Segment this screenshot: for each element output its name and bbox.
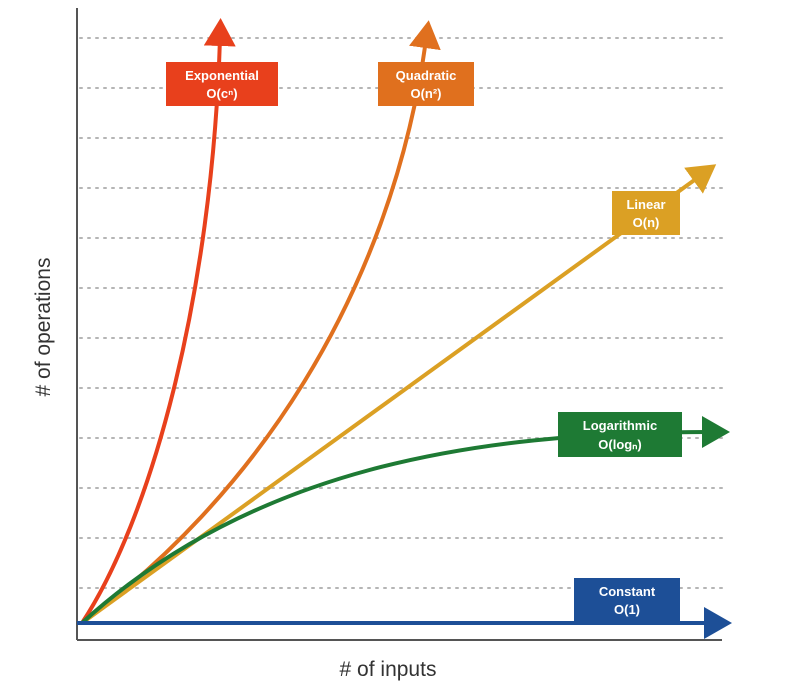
- label-logarithmic-notation: O(logₙ): [598, 437, 641, 452]
- label-quadratic: Quadratic O(n²): [378, 62, 474, 106]
- label-constant-notation: O(1): [614, 602, 640, 617]
- label-exponential: Exponential O(cⁿ): [166, 62, 278, 106]
- y-axis-title: # of operations: [32, 258, 55, 397]
- label-logarithmic: Logarithmic O(logₙ): [558, 412, 682, 457]
- label-logarithmic-name: Logarithmic: [583, 418, 657, 433]
- series-line-quadratic: [80, 20, 441, 625]
- label-exponential-notation: O(cⁿ): [206, 86, 237, 101]
- label-linear-notation: O(n): [633, 215, 660, 230]
- series-line-linear: [80, 164, 717, 625]
- label-constant-name: Constant: [599, 584, 656, 599]
- label-quadratic-name: Quadratic: [396, 68, 457, 83]
- label-linear: Linear O(n): [612, 191, 680, 235]
- label-quadratic-notation: O(n²): [410, 86, 441, 101]
- gridlines: [79, 37, 723, 589]
- label-constant: Constant O(1): [574, 578, 680, 622]
- label-exponential-name: Exponential: [185, 68, 259, 83]
- series-line-exponential: [80, 18, 236, 625]
- label-linear-name: Linear: [626, 197, 665, 212]
- x-axis-title: # of inputs: [340, 658, 437, 681]
